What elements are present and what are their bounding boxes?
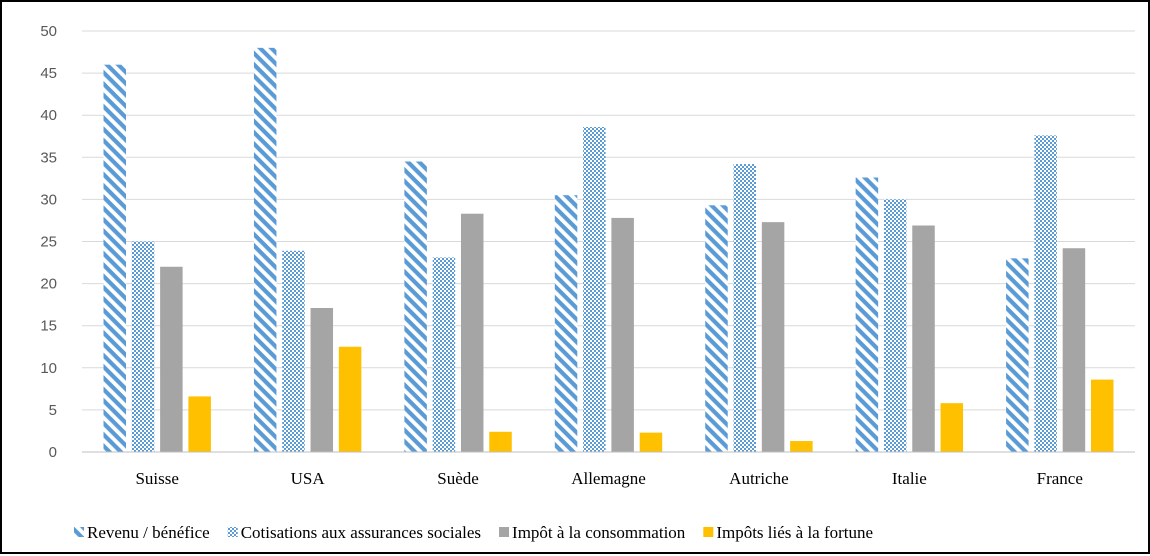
y-tick-label-45: 45 (40, 65, 57, 82)
bar-suede-impots-lies-a-la-fortune (489, 431, 512, 452)
bar-autriche-impots-lies-a-la-fortune (790, 441, 813, 452)
bar-italie-cotisations-aux-assurances-sociales (883, 199, 907, 452)
legend: Revenu / bénéfice Cotisations aux assuran… (74, 523, 873, 542)
bar-usa-revenu-benefice (253, 47, 277, 453)
bar-italie-revenu-benefice (855, 177, 879, 452)
legend-label-impot-a-la-consommation: Impôt à la consommation (512, 523, 686, 542)
bar-usa-impots-lies-a-la-fortune (338, 346, 362, 452)
legend-swatch-impot-a-la-consommation (499, 527, 510, 537)
bar-suisse-cotisations-aux-assurances-sociales (131, 241, 155, 452)
legend-item-impot-a-la-consommation: Impôt à la consommation (499, 523, 686, 542)
y-tick-label-50: 50 (40, 23, 57, 40)
legend-item-cotisations-aux-assurances-sociales: Cotisations aux assurances sociales (227, 523, 481, 542)
bar-usa-cotisations-aux-assurances-sociales (282, 250, 305, 452)
y-tick-label-35: 35 (40, 149, 57, 166)
x-axis: Suisse USA Suède Allemagne Autriche Italie Fra… (82, 451, 1135, 488)
x-tick-label-italie: Italie (892, 469, 927, 488)
bar-autriche-cotisations-aux-assurances-sociales (733, 164, 757, 452)
legend-label-revenu-benefice: Revenu / bénéfice (87, 523, 210, 542)
legend-swatch-impots-lies-a-la-fortune (703, 527, 714, 537)
bar-suisse-impot-a-la-consommation (160, 266, 183, 452)
y-tick-label-30: 30 (40, 191, 57, 208)
legend-swatch-cotisations-aux-assurances-sociales (227, 527, 238, 537)
y-tick-label-20: 20 (40, 276, 57, 293)
x-tick-label-suisse: Suisse (135, 469, 178, 488)
x-tick-label-france: France (1037, 469, 1083, 488)
bar-autriche-revenu-benefice (705, 205, 728, 452)
y-tick-label-15: 15 (40, 318, 57, 335)
bar-allemagne-revenu-benefice (554, 195, 578, 452)
bar-suede-revenu-benefice (404, 161, 427, 452)
x-tick-label-autriche: Autriche (729, 469, 788, 488)
y-tick-label-40: 40 (40, 107, 57, 124)
x-tick-label-suede: Suède (437, 469, 479, 488)
bar-france-cotisations-aux-assurances-sociales (1034, 135, 1057, 452)
gridlines (82, 30, 1135, 411)
legend-item-revenu-benefice: Revenu / bénéfice (74, 523, 210, 542)
bar-suisse-impots-lies-a-la-fortune (188, 396, 211, 452)
y-tick-label-25: 25 (40, 234, 57, 251)
y-tick-label-0: 0 (49, 444, 57, 461)
bar-allemagne-cotisations-aux-assurances-sociales (583, 126, 606, 452)
bar-allemagne-impots-lies-a-la-fortune (639, 432, 663, 452)
y-tick-label-5: 5 (49, 402, 57, 419)
legend-label-impots-lies-a-la-fortune: Impôts liés à la fortune (716, 523, 873, 542)
x-tick-label-allemagne: Allemagne (571, 469, 646, 488)
bar-suede-cotisations-aux-assurances-sociales (432, 257, 456, 452)
bar-italie-impot-a-la-consommation (912, 225, 935, 452)
y-tick-label-10: 10 (40, 360, 57, 377)
bar-france-impot-a-la-consommation (1062, 248, 1086, 452)
x-tick-label-usa: USA (291, 469, 326, 488)
bar-france-impots-lies-a-la-fortune (1090, 379, 1114, 452)
y-axis: 0 5 10 15 20 25 30 35 40 45 50 (40, 23, 57, 461)
bar-allemagne-impot-a-la-consommation (611, 217, 634, 452)
bars (103, 47, 1114, 453)
bar-autriche-impot-a-la-consommation (761, 222, 785, 452)
bar-usa-impot-a-la-consommation (310, 308, 334, 452)
bar-suede-impot-a-la-consommation (460, 213, 484, 452)
legend-label-cotisations-aux-assurances-sociales: Cotisations aux assurances sociales (241, 523, 481, 542)
legend-item-impots-lies-a-la-fortune: Impôts liés à la fortune (703, 523, 873, 542)
bar-italie-impots-lies-a-la-fortune (940, 403, 964, 452)
bar-suisse-revenu-benefice (103, 64, 127, 453)
bar-france-revenu-benefice (1006, 258, 1029, 452)
legend-swatch-revenu-benefice (74, 527, 84, 537)
